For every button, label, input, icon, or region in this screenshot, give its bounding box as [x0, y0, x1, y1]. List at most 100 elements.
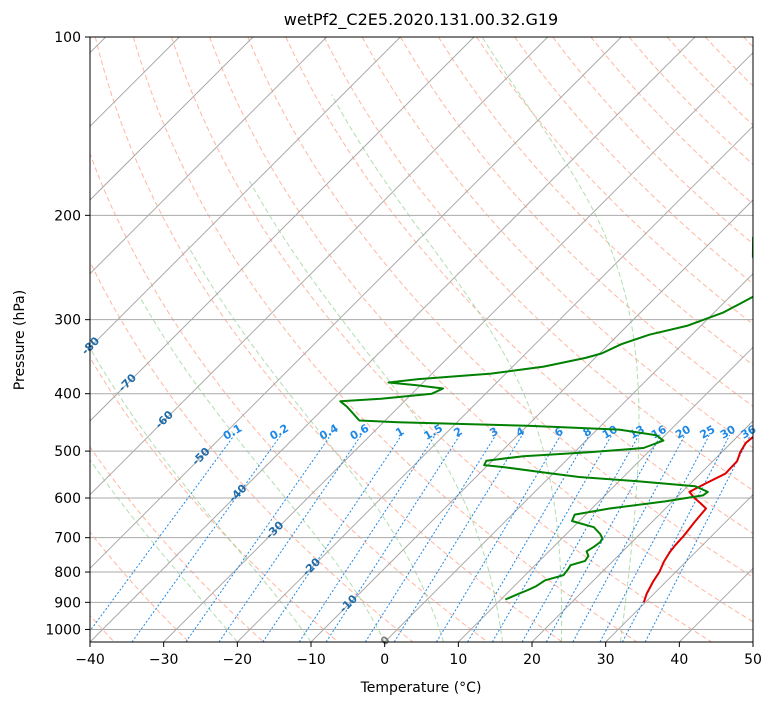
- chart-title: wetPf2_C2E5.2020.131.00.32.G19: [284, 10, 558, 30]
- y-tick-label: 1000: [45, 622, 81, 638]
- mixing-ratio-line: [435, 434, 562, 642]
- y-tick-label: 500: [54, 444, 81, 460]
- mixing-ratio-label: 36: [739, 423, 759, 442]
- mixing-ratio-line: [262, 434, 403, 642]
- x-tick-label: −40: [75, 652, 105, 668]
- dry-adiabat: [90, 446, 264, 642]
- isotherm-line: [605, 493, 753, 642]
- plot-frame: [89, 36, 754, 643]
- mixing-ratio-label: 0.4: [317, 421, 341, 442]
- dry-adiabat: [743, 37, 753, 48]
- dry-adiabat: [209, 37, 753, 623]
- y-tick-label: 100: [54, 30, 81, 46]
- dry-adiabat: [90, 260, 414, 642]
- moist-adiabat: [139, 297, 386, 642]
- x-tick-label: −20: [223, 652, 253, 668]
- moist-adiabat: [331, 94, 563, 642]
- dry-adiabat: [285, 37, 753, 535]
- mixing-ratio-line: [218, 434, 362, 642]
- dry-adiabat: [323, 37, 753, 491]
- x-tick-label: −10: [296, 652, 326, 668]
- x-axis-label: Temperature (°C): [360, 680, 482, 696]
- mixing-ratio-line: [572, 434, 686, 642]
- dry-adiabat: [628, 37, 753, 166]
- mixing-ratio-line: [491, 434, 613, 642]
- moist-adiabat: [249, 180, 503, 642]
- mixing-ratio-label: 8: [581, 425, 594, 440]
- isopleth-labels: 0.1 0.2 0.4 0.6 1 1.5 2 3 4 6 8 10 13 16 20 25 30 36-80-7…: [79, 334, 759, 648]
- mixing-ratio-line: [90, 434, 235, 632]
- mixing-ratio-label: 10: [600, 423, 620, 442]
- y-tick-label: 300: [54, 313, 81, 329]
- y-tick-label: 800: [54, 565, 81, 581]
- isotherm-line: [531, 420, 753, 642]
- isotherm-label: -50: [189, 445, 212, 468]
- isotherm-line: [163, 51, 753, 642]
- y-tick-label: 600: [54, 491, 81, 507]
- isotherm-line: [90, 37, 622, 570]
- mixing-ratio-label: 20: [673, 423, 693, 442]
- mixing-ratio-line: [325, 434, 461, 642]
- mixing-ratio-label: 0.1: [221, 422, 244, 443]
- isotherm-line: [90, 37, 254, 201]
- y-axis-label: Pressure (hPa): [12, 290, 28, 390]
- temperature-trace: [642, 435, 753, 603]
- dry-adiabat: [590, 37, 753, 205]
- dry-adiabat: [704, 37, 753, 87]
- y-axis: 100 200 300 400 500 600 700 800 900 1000: [45, 30, 90, 638]
- mixing-ratio-line: [131, 434, 282, 642]
- isotherm-label: -20: [300, 555, 323, 578]
- background-lines: [90, 37, 753, 642]
- moist-adiabat: [90, 347, 312, 642]
- y-tick-label: 900: [54, 595, 81, 611]
- moist-adiabat: [481, 37, 640, 642]
- dry-adiabat: [90, 356, 339, 642]
- x-tick-label: −30: [149, 652, 179, 668]
- isotherm-line: [90, 37, 549, 496]
- mixing-ratio-line: [599, 434, 710, 642]
- isotherm-line: [90, 37, 328, 275]
- x-tick-label: 40: [670, 652, 688, 668]
- dry-adiabat: [171, 37, 712, 642]
- dry-adiabat: [94, 37, 563, 642]
- moist-adiabat: [187, 245, 445, 642]
- x-tick-label: 20: [523, 652, 541, 668]
- dewpoint-trace: [339, 236, 753, 601]
- dry-adiabat: [514, 37, 753, 285]
- mixing-ratio-label: 16: [649, 423, 669, 442]
- x-tick-label: 30: [597, 652, 615, 668]
- isotherm-line: [384, 272, 753, 642]
- y-tick-label: 200: [54, 208, 81, 224]
- isotherm-line: [457, 346, 753, 642]
- dry-adiabat: [90, 152, 488, 642]
- mixing-ratio-label: 25: [698, 423, 718, 442]
- mixing-ratio-line: [644, 434, 751, 642]
- dry-adiabat: [247, 37, 753, 578]
- mixing-ratio-label: 3: [487, 425, 500, 440]
- mixing-ratio-label: 1.5: [422, 422, 445, 443]
- isotherm-line: [310, 199, 753, 642]
- mixing-ratio-line: [364, 434, 497, 642]
- sounding-traces: [339, 236, 753, 603]
- mixing-ratio-label: 0.2: [267, 422, 290, 443]
- dry-adiabat: [552, 37, 753, 245]
- mixing-ratio-line: [621, 434, 731, 642]
- y-tick-label: 400: [54, 387, 81, 403]
- mixing-ratio-line: [521, 434, 640, 642]
- mixing-ratio-label: 2: [451, 425, 464, 440]
- y-tick-label: 700: [54, 531, 81, 547]
- mixing-ratio-line: [298, 434, 436, 642]
- x-tick-label: 10: [449, 652, 467, 668]
- dry-adiabat: [399, 37, 753, 407]
- dry-adiabat: [132, 37, 638, 642]
- isotherm-line: [752, 641, 753, 642]
- isotherm-line: [90, 37, 475, 422]
- dry-adiabat: [666, 37, 753, 126]
- x-tick-label: 50: [744, 652, 762, 668]
- isotherm-line: [678, 567, 753, 642]
- isotherm-label: -80: [79, 334, 102, 357]
- isotherm-line: [90, 37, 401, 349]
- x-tick-label: 0: [380, 652, 389, 668]
- mixing-ratio-line: [545, 434, 662, 642]
